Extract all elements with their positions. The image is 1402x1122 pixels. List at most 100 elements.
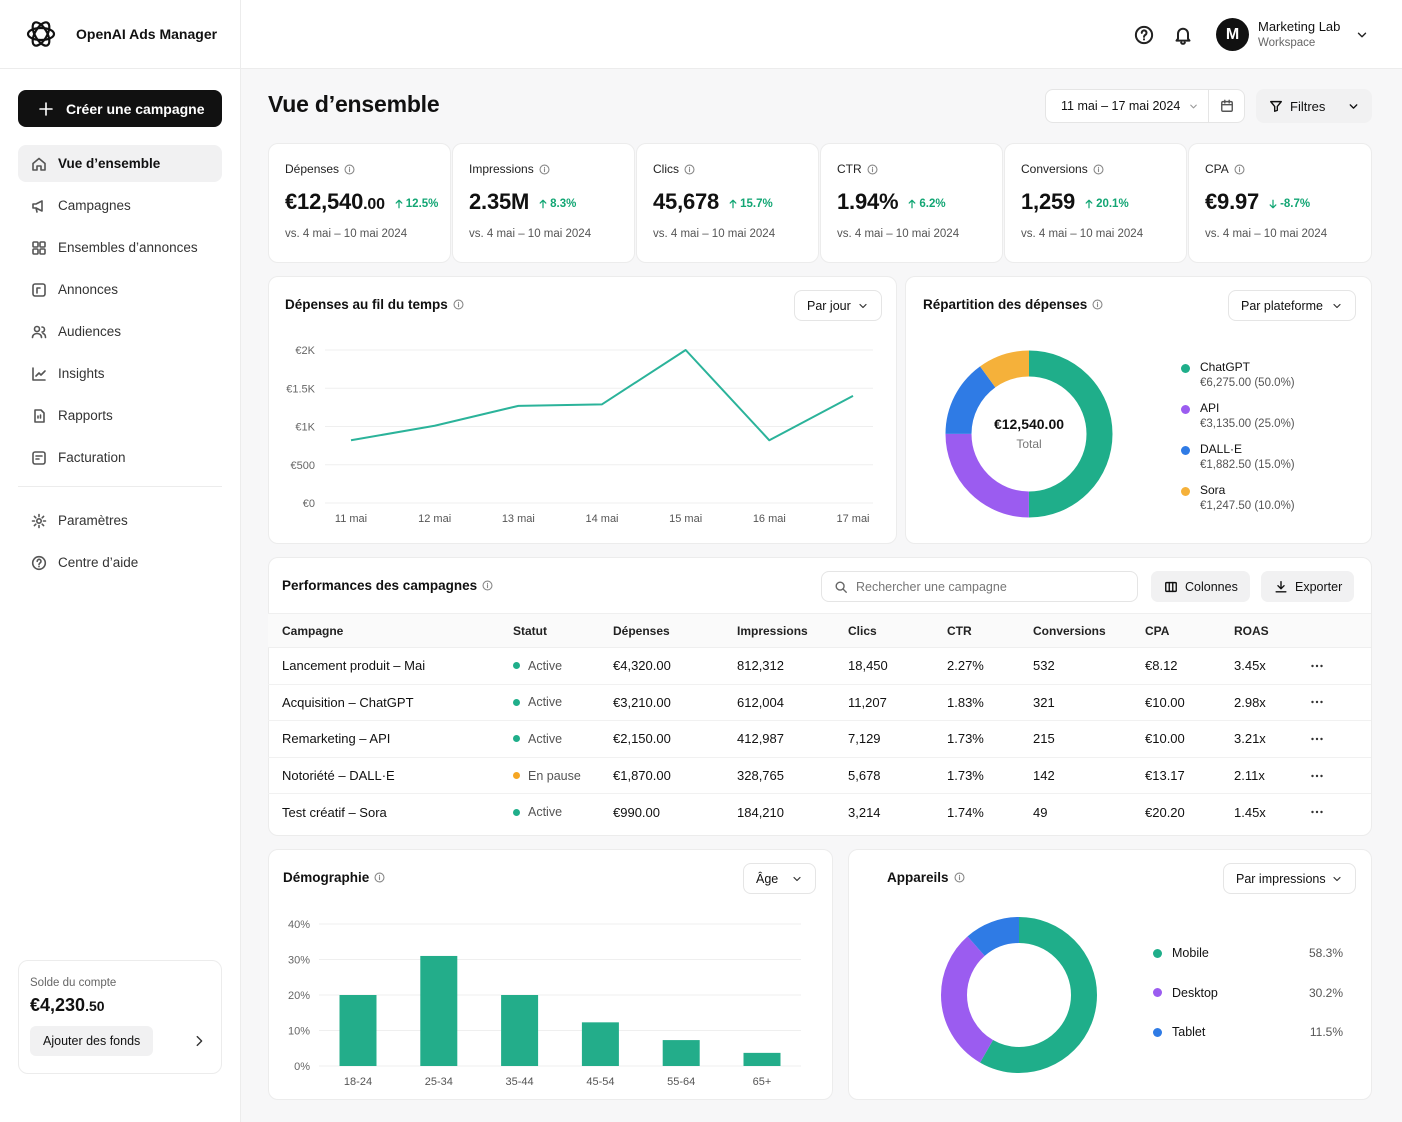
device-pct: 11.5% [1309, 1025, 1343, 1039]
campaign-conversions: 321 [1033, 684, 1145, 722]
device-name: Desktop [1172, 985, 1218, 1000]
bar [662, 1040, 700, 1066]
sidebar-item-ad-sets[interactable]: Ensembles d’annonces [18, 229, 222, 266]
column-header[interactable]: CTR [947, 613, 1033, 648]
table-row[interactable]: Test créatif – Sora Active €990.00 184,2… [268, 794, 1371, 831]
campaign-impressions: 184,210 [737, 804, 784, 820]
kpi-label: CPA [1205, 162, 1355, 176]
campaign-conversions: 532 [1033, 647, 1145, 685]
kpi-value: €12,540.00 [285, 189, 385, 214]
row-actions[interactable] [1309, 757, 1371, 795]
calendar-icon [1220, 99, 1233, 112]
legend-dot [1153, 1027, 1162, 1037]
workspace-switcher[interactable]: Marketing Lab Workspace [1258, 19, 1340, 49]
column-header[interactable]: CPA [1145, 613, 1234, 648]
campaign-status: En pause [513, 757, 613, 795]
legend-detail: €1,882.50 (15.0%) [1200, 459, 1295, 471]
more-horizontal-icon[interactable] [1309, 694, 1325, 710]
sidebar-item-ads[interactable]: Annonces [18, 271, 222, 308]
card-title: Appareils [887, 870, 965, 885]
info-icon [684, 163, 695, 175]
y-tick-label: €500 [291, 460, 315, 472]
row-actions[interactable] [1309, 794, 1371, 831]
arrow-up-icon [729, 199, 737, 209]
campaign-cpa: €20.20 [1145, 804, 1185, 820]
device-legend-item: Mobile 58.3% [1153, 946, 1343, 960]
sidebar-item-insights[interactable]: Insights [18, 355, 222, 392]
x-tick-label: 35-44 [506, 1076, 534, 1088]
donut-center-label: Total [1016, 437, 1042, 451]
date-range-picker[interactable]: 11 mai – 17 mai 2024 [1045, 89, 1245, 123]
info-icon [1234, 163, 1245, 175]
column-header[interactable]: Impressions [737, 613, 848, 648]
filters-button[interactable]: Filtres [1256, 89, 1372, 123]
bar [420, 955, 458, 1066]
legend-name: DALL·E [1200, 442, 1243, 456]
x-tick-label: 45-54 [586, 1076, 614, 1088]
campaign-name[interactable]: Test créatif – Sora [282, 804, 387, 820]
column-header[interactable]: ROAS [1234, 613, 1309, 648]
campaign-name[interactable]: Acquisition – ChatGPT [268, 684, 513, 722]
legend-name: ChatGPT [1200, 360, 1251, 374]
columns-button[interactable]: Colonnes [1151, 571, 1250, 602]
sidebar-item-billing[interactable]: Facturation [18, 439, 222, 476]
search-icon [835, 580, 847, 593]
campaign-cpa: €10.00 [1145, 720, 1234, 758]
campaign-name[interactable]: Remarketing – API [268, 720, 513, 758]
sidebar: OpenAI Ads Manager Créer une campagne Vu… [0, 0, 241, 1122]
demographics-card: Démographie Âge 0% 10% 20% 30% 40% 18-24 25-34… [268, 849, 833, 1100]
column-header[interactable]: Conversions [1033, 613, 1145, 648]
workspace-name: Marketing Lab [1258, 19, 1341, 34]
table-row[interactable]: Acquisition – ChatGPT Active €3,210.00 6… [268, 684, 1371, 722]
chevron-down-icon[interactable] [1355, 28, 1369, 42]
table-row[interactable]: Remarketing – API Active €2,150.00 412,9… [268, 720, 1371, 758]
table-row[interactable]: Notoriété – DALL·E En pause €1,870.00 32… [268, 757, 1371, 795]
granularity-dropdown[interactable]: Par jour [794, 290, 882, 321]
bell-icon[interactable] [1173, 25, 1193, 45]
campaign-impressions: 612,004 [737, 684, 848, 722]
column-header[interactable]: Dépenses [613, 613, 737, 648]
more-horizontal-icon[interactable] [1309, 768, 1325, 784]
sidebar-item-campaigns[interactable]: Campagnes [18, 187, 222, 224]
export-button[interactable]: Exporter [1261, 571, 1354, 602]
search-input[interactable] [856, 579, 1126, 594]
help-icon[interactable] [1134, 25, 1154, 45]
row-actions[interactable] [1309, 647, 1371, 685]
campaign-name[interactable]: Notoriété – DALL·E [268, 757, 513, 795]
calendar-button[interactable] [1208, 90, 1244, 122]
sidebar-item-reports[interactable]: Rapports [18, 397, 222, 434]
chevron-down-icon [1333, 876, 1341, 881]
avatar[interactable]: M [1216, 18, 1249, 51]
row-actions[interactable] [1309, 684, 1371, 722]
y-tick-label: €1.5K [286, 383, 315, 395]
sidebar-item-overview[interactable]: Vue d’ensemble [18, 145, 222, 182]
donut-slice [945, 350, 1113, 518]
column-header[interactable]: Clics [848, 613, 947, 648]
card-title: Démographie [283, 870, 385, 885]
more-horizontal-icon[interactable] [1309, 731, 1325, 747]
age-dropdown[interactable]: Âge [743, 863, 816, 894]
column-header[interactable]: Statut [513, 613, 613, 648]
workspace-type: Workspace [1258, 37, 1316, 49]
sidebar-nav: Vue d’ensemble Campagnes Ensembles d’ann… [18, 145, 222, 586]
more-horizontal-icon[interactable] [1309, 804, 1325, 820]
info-icon [374, 872, 385, 883]
campaign-spend: €2,150.00 [613, 720, 737, 758]
more-horizontal-icon[interactable] [1309, 658, 1325, 674]
campaign-name[interactable]: Lancement produit – Mai [268, 647, 513, 685]
donut-center: €12,540.00 Total [929, 416, 1129, 451]
platform-dropdown[interactable]: Par plateforme [1228, 290, 1356, 321]
sidebar-item-audiences[interactable]: Audiences [18, 313, 222, 350]
table-row[interactable]: Lancement produit – Mai Active €4,320.00… [268, 647, 1371, 685]
sidebar-item-help[interactable]: Centre d’aide [18, 544, 222, 581]
chevron-right-icon[interactable] [192, 1034, 206, 1048]
device-legend-item: Tablet 11.5% [1153, 1025, 1343, 1039]
sidebar-item-settings[interactable]: Paramètres [18, 502, 222, 539]
device-legend-item: Desktop 30.2% [1153, 986, 1343, 1000]
campaign-search [821, 571, 1138, 602]
devices-metric-dropdown[interactable]: Par impressions [1223, 863, 1356, 894]
create-campaign-button[interactable]: Créer une campagne [18, 90, 222, 127]
add-funds-button[interactable]: Ajouter des fonds [30, 1026, 154, 1056]
row-actions[interactable] [1309, 720, 1371, 758]
column-header[interactable]: Campagne [268, 613, 513, 648]
